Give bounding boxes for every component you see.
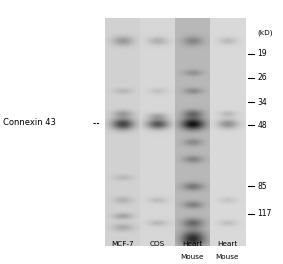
- Text: 117: 117: [258, 209, 272, 218]
- Text: 48: 48: [258, 121, 267, 130]
- Text: Mouse: Mouse: [216, 254, 239, 260]
- Text: Connexin 43: Connexin 43: [3, 118, 56, 127]
- Text: 26: 26: [258, 73, 267, 82]
- Text: Heart: Heart: [217, 241, 237, 247]
- Text: 19: 19: [258, 49, 267, 58]
- Text: 34: 34: [258, 98, 267, 107]
- Text: 85: 85: [258, 182, 267, 191]
- Text: Heart: Heart: [182, 241, 202, 247]
- Text: MCF-7: MCF-7: [111, 241, 134, 247]
- Text: COS: COS: [150, 241, 165, 247]
- Text: Mouse: Mouse: [181, 254, 204, 260]
- Text: (kD): (kD): [258, 30, 273, 36]
